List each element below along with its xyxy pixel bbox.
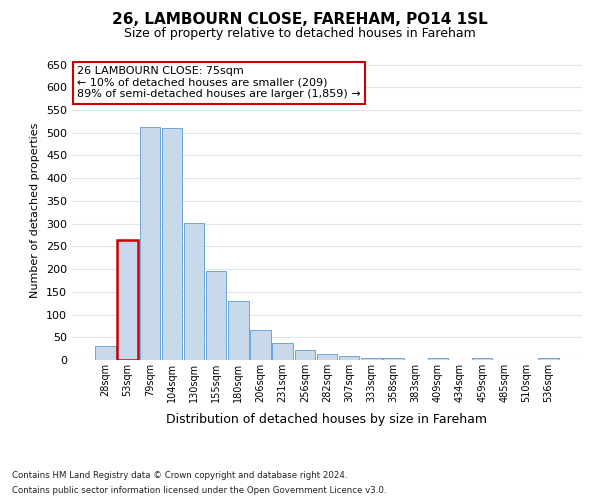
Bar: [118, 240, 138, 360]
Bar: [472, 358, 493, 360]
Text: Contains HM Land Registry data © Crown copyright and database right 2024.: Contains HM Land Registry data © Crown c…: [12, 471, 347, 480]
Bar: [339, 356, 359, 360]
Bar: [161, 128, 182, 360]
Bar: [206, 271, 226, 360]
Bar: [538, 358, 559, 360]
Text: 26, LAMBOURN CLOSE, FAREHAM, PO14 1SL: 26, LAMBOURN CLOSE, FAREHAM, PO14 1SL: [112, 12, 488, 28]
Bar: [228, 301, 248, 360]
Bar: [250, 330, 271, 360]
Bar: [140, 128, 160, 360]
Text: Contains public sector information licensed under the Open Government Licence v3: Contains public sector information licen…: [12, 486, 386, 495]
Bar: [295, 350, 315, 360]
Bar: [272, 342, 293, 360]
Bar: [184, 222, 204, 360]
Text: Size of property relative to detached houses in Fareham: Size of property relative to detached ho…: [124, 28, 476, 40]
Text: 26 LAMBOURN CLOSE: 75sqm
← 10% of detached houses are smaller (209)
89% of semi-: 26 LAMBOURN CLOSE: 75sqm ← 10% of detach…: [77, 66, 361, 99]
Bar: [95, 346, 116, 360]
Bar: [317, 354, 337, 360]
Bar: [383, 358, 404, 360]
X-axis label: Distribution of detached houses by size in Fareham: Distribution of detached houses by size …: [167, 414, 487, 426]
Bar: [428, 358, 448, 360]
Y-axis label: Number of detached properties: Number of detached properties: [31, 122, 40, 298]
Bar: [361, 358, 382, 360]
